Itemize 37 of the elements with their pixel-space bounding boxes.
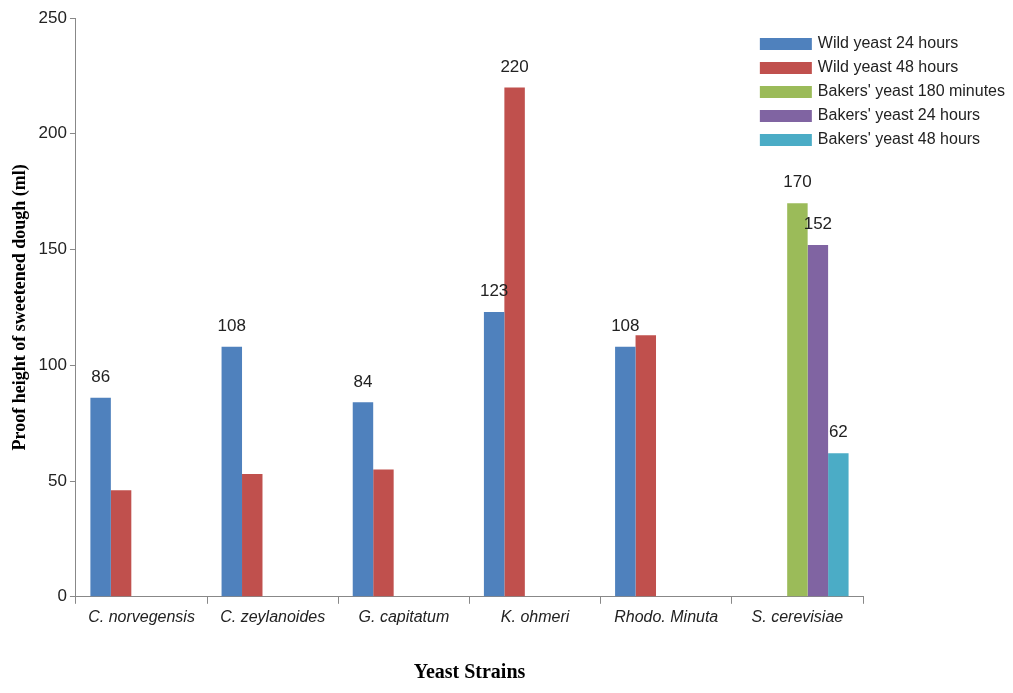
- bar: [615, 346, 636, 597]
- bar: [828, 453, 849, 597]
- data-label: 220: [500, 56, 529, 76]
- x-tick-label: G. capitatum: [358, 607, 450, 625]
- bar: [807, 244, 829, 597]
- y-tick-label: 100: [38, 354, 67, 374]
- legend-label: Bakers' yeast 24 hours: [817, 106, 981, 124]
- y-axis-title: Proof height of sweetened dough (ml): [9, 164, 31, 451]
- y-tick-label: 250: [38, 7, 67, 27]
- x-tick-label: C. norvegensis: [88, 607, 195, 625]
- data-label: 86: [91, 366, 111, 386]
- y-tick-label: 50: [48, 470, 67, 490]
- legend-label: Wild yeast 48 hours: [817, 58, 959, 76]
- legend-label: Bakers' yeast 48 hours: [817, 130, 981, 148]
- data-label: 62: [828, 422, 848, 442]
- bar: [90, 397, 111, 597]
- bar: [635, 335, 657, 597]
- x-tick-label: C. zeylanoides: [220, 607, 326, 625]
- bar: [352, 402, 374, 597]
- bar: [373, 469, 394, 597]
- y-tick-label: 200: [38, 123, 67, 143]
- x-tick-label: S. cerevisiae: [751, 607, 844, 625]
- data-label: 108: [217, 315, 246, 335]
- legend-label: Bakers' yeast 180 minutes: [817, 82, 1006, 100]
- bar: [483, 312, 505, 597]
- data-label: 108: [611, 315, 640, 335]
- y-tick-label: 150: [38, 239, 67, 259]
- data-label: 170: [783, 172, 812, 192]
- x-tick-label: K. ohmeri: [500, 607, 570, 625]
- bar: [221, 346, 243, 597]
- legend-label: Wild yeast 24 hours: [817, 34, 959, 52]
- y-tick-label: 0: [57, 586, 67, 606]
- bar: [110, 490, 132, 597]
- data-label: 84: [353, 371, 373, 391]
- x-tick-label: Rhodo. Minuta: [614, 607, 719, 625]
- x-axis-title: Yeast Strains: [413, 660, 526, 683]
- bar: [242, 474, 263, 597]
